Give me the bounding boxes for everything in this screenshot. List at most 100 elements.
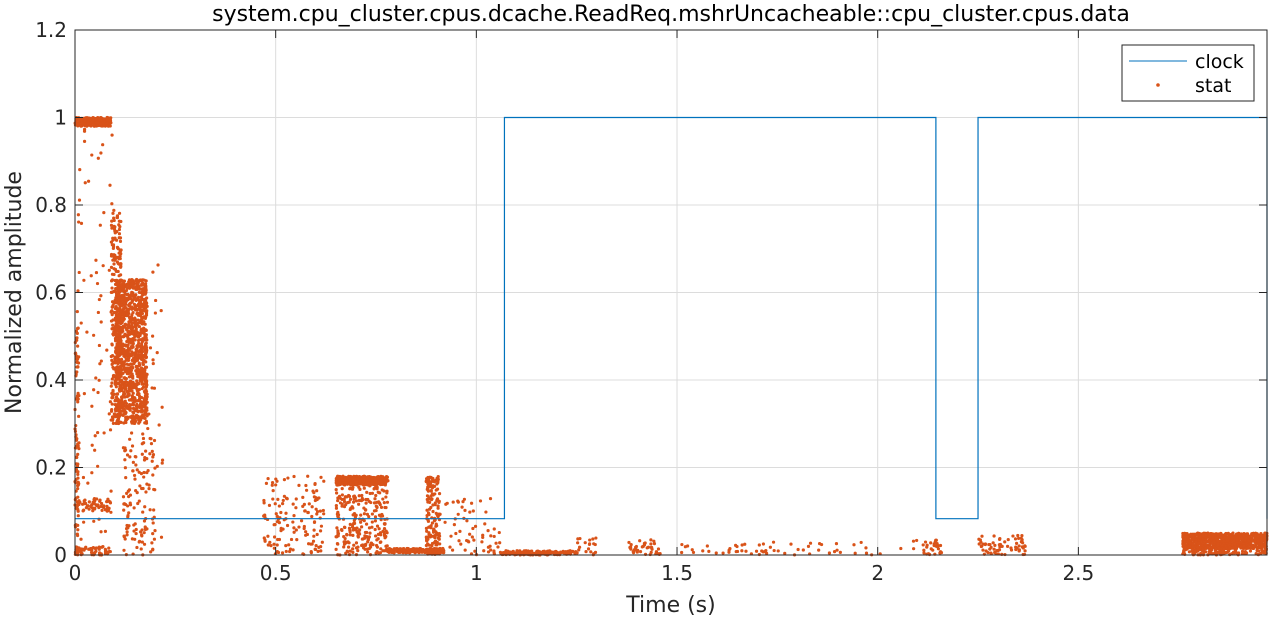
stat-point xyxy=(276,497,280,501)
stat-point xyxy=(110,286,114,290)
stat-point xyxy=(130,346,134,350)
stat-point xyxy=(425,508,429,512)
stat-point xyxy=(980,534,984,538)
stat-point xyxy=(130,326,135,330)
stat-point xyxy=(431,476,435,481)
stat-point xyxy=(322,479,326,483)
stat-point xyxy=(379,505,384,509)
stat-point xyxy=(121,344,125,348)
stat-point xyxy=(977,542,981,546)
stat-point xyxy=(448,545,452,549)
stat-point xyxy=(988,542,992,547)
stat-point xyxy=(997,548,1002,552)
stat-point xyxy=(76,344,80,348)
stat-point xyxy=(292,526,296,530)
stat-point xyxy=(82,520,86,524)
stat-point xyxy=(650,545,654,550)
stat-point xyxy=(144,360,148,364)
stat-point xyxy=(380,482,385,486)
stat-point xyxy=(123,324,127,328)
stat-point xyxy=(111,394,115,398)
stat-point xyxy=(151,361,155,366)
stat-point xyxy=(124,476,128,480)
stat-point xyxy=(369,545,373,549)
stat-point xyxy=(88,116,93,121)
stat-point xyxy=(101,264,105,268)
stat-point xyxy=(135,379,139,383)
stat-point xyxy=(690,548,694,552)
stat-point xyxy=(135,297,139,301)
stat-point xyxy=(430,544,434,548)
stat-point xyxy=(377,551,381,555)
stat-point xyxy=(1005,544,1010,548)
stat-point xyxy=(136,281,140,285)
stat-point xyxy=(346,540,350,544)
stat-point xyxy=(121,286,125,290)
stat-point xyxy=(92,497,96,502)
stat-point xyxy=(144,385,148,389)
stat-point xyxy=(99,359,103,363)
stat-point xyxy=(384,534,388,539)
stat-point xyxy=(87,547,91,551)
stat-point xyxy=(135,545,139,550)
stat-point xyxy=(517,551,521,555)
stat-point xyxy=(923,540,928,544)
stat-point xyxy=(136,335,141,339)
stat-point xyxy=(75,336,79,340)
stat-point xyxy=(130,398,134,402)
stat-point xyxy=(142,441,146,445)
stat-point xyxy=(116,347,120,351)
stat-point xyxy=(1191,534,1195,538)
stat-point xyxy=(115,216,119,220)
stat-point xyxy=(130,353,134,357)
stat-point xyxy=(355,474,359,478)
stat-point xyxy=(338,479,342,483)
stat-point xyxy=(140,452,144,456)
stat-point xyxy=(77,546,81,550)
stat-point xyxy=(1212,532,1217,536)
stat-point xyxy=(111,389,115,393)
stat-point xyxy=(649,550,653,554)
stat-point xyxy=(348,530,352,534)
stat-point xyxy=(102,211,106,215)
stat-point xyxy=(76,452,80,456)
stat-point xyxy=(436,477,440,482)
stat-point xyxy=(144,346,149,350)
stat-point xyxy=(438,542,442,546)
stat-point xyxy=(530,549,534,553)
stat-point xyxy=(84,506,88,510)
stat-point xyxy=(116,324,121,328)
stat-point xyxy=(105,348,109,352)
stat-point xyxy=(125,523,129,528)
stat-point xyxy=(138,353,142,358)
stat-point xyxy=(111,323,115,327)
stat-point xyxy=(978,538,982,542)
stat-point xyxy=(116,381,121,385)
stat-point xyxy=(1232,539,1236,543)
stat-point xyxy=(151,521,155,525)
y-axis-ticks: 0 0.2 0.4 0.6 0.8 1 1.2 xyxy=(35,18,1267,567)
stat-point xyxy=(433,536,437,540)
stat-point xyxy=(432,519,437,523)
stat-point xyxy=(321,508,325,513)
stat-point xyxy=(343,476,347,480)
stat-point xyxy=(492,534,496,539)
stat-point xyxy=(135,490,139,495)
stat-point xyxy=(347,526,352,530)
stat-point xyxy=(110,377,114,381)
stat-point xyxy=(1202,540,1207,544)
stat-point xyxy=(140,311,145,316)
stat-point xyxy=(577,548,581,552)
stat-point xyxy=(109,418,113,422)
stat-point xyxy=(82,392,86,396)
stat-point xyxy=(141,436,146,441)
stat-point xyxy=(1243,550,1247,554)
stat-point xyxy=(128,501,132,505)
stat-point xyxy=(119,309,123,313)
stat-point xyxy=(983,542,988,546)
stat-point xyxy=(340,504,344,508)
stat-point xyxy=(318,509,322,513)
stat-point xyxy=(355,477,360,481)
stat-point xyxy=(92,123,96,127)
stat-point xyxy=(1226,535,1230,540)
